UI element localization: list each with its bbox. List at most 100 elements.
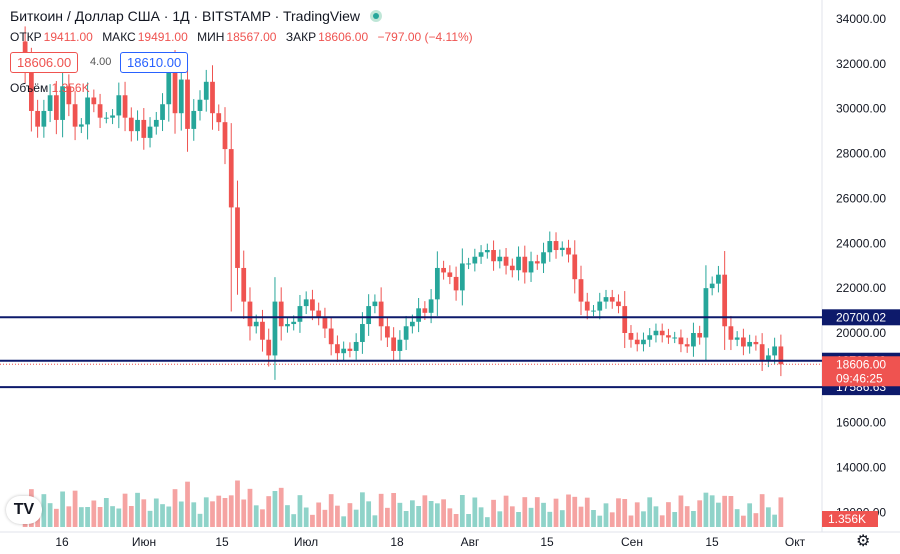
candle-body	[322, 317, 328, 329]
volume-bar	[272, 491, 278, 527]
candle-body	[622, 306, 628, 333]
candle-body	[253, 321, 259, 327]
candle-body	[747, 341, 753, 347]
volume-bar	[385, 507, 390, 527]
candle-body	[522, 256, 528, 273]
volume-bar	[341, 516, 347, 527]
candle-body	[72, 104, 78, 127]
high-label: МАКС	[102, 30, 136, 44]
volume-bar	[316, 502, 322, 527]
volume-bar	[47, 503, 53, 527]
volume-bar	[278, 487, 284, 527]
volume-bar	[335, 505, 340, 527]
volume-bar	[622, 499, 628, 527]
market-status-icon	[370, 10, 382, 22]
volume-bar	[85, 507, 90, 527]
volume-bar	[322, 509, 328, 527]
candle-body	[178, 79, 184, 114]
candle-body	[272, 301, 278, 356]
time-tick-label: Окт	[785, 535, 806, 549]
volume-bar	[534, 497, 540, 527]
candle-body	[353, 341, 359, 351]
volume-bar	[434, 503, 440, 527]
sell-button[interactable]: 18606.00	[10, 52, 79, 73]
close-label: ЗАКР	[285, 30, 317, 44]
candle-body	[185, 79, 190, 129]
tradingview-logo-icon[interactable]: TV	[6, 496, 42, 524]
volume-bar	[72, 490, 78, 527]
candle-body	[553, 241, 559, 251]
time-tick-label: Июл	[294, 535, 318, 549]
candle-body	[547, 241, 553, 253]
candle-body	[403, 326, 409, 340]
candle-body	[409, 321, 415, 327]
candle-body	[397, 339, 403, 351]
volume-bar	[197, 513, 203, 527]
candle-body	[153, 119, 159, 127]
symbol-title: Биткоин / Доллар США · 1Д · BITSTAMP · T…	[10, 8, 360, 24]
level-price-label: 20700.02	[836, 310, 886, 324]
countdown-label: 09:46:25	[836, 371, 883, 385]
candle-body	[385, 326, 390, 338]
candle-body	[478, 252, 484, 257]
volume-bar	[135, 492, 140, 527]
candle-body	[703, 288, 709, 338]
candle-body	[378, 301, 384, 327]
volume-bar	[541, 502, 546, 527]
volume-bar	[428, 501, 434, 527]
candle-body	[191, 110, 197, 129]
candle-body	[509, 265, 515, 271]
low-label: МИН	[197, 30, 225, 44]
price-tick-label: 30000.00	[836, 102, 886, 116]
candle-body	[78, 124, 84, 127]
open-label: ОТКР	[10, 30, 42, 44]
time-tick-label: Авг	[461, 535, 480, 549]
price-tick-label: 16000.00	[836, 416, 886, 430]
volume-bar	[66, 506, 72, 527]
candle-body	[528, 261, 534, 273]
volume-bar	[559, 510, 565, 527]
candle-body	[447, 272, 453, 277]
volume-bar	[216, 495, 222, 527]
candle-body	[491, 250, 496, 262]
candle-body	[160, 104, 165, 120]
volume-bar	[759, 494, 765, 527]
candle-body	[709, 283, 715, 289]
volume-bar	[447, 508, 453, 527]
open-value: 19411.00	[43, 30, 93, 44]
candle-body	[453, 276, 459, 291]
candle-body	[166, 70, 172, 105]
volume-bar	[391, 493, 397, 527]
volume-bar	[347, 503, 353, 527]
time-tick-label: 15	[215, 535, 229, 549]
volume-bar	[778, 497, 784, 527]
symbol-header[interactable]: Биткоин / Доллар США · 1Д · BITSTAMP · T…	[10, 8, 382, 24]
candle-body	[766, 355, 771, 360]
volume-bar	[228, 495, 234, 527]
volume-bar	[360, 492, 365, 527]
volume-bar	[634, 502, 640, 527]
volume-bar	[609, 512, 615, 527]
volume-bar	[716, 502, 721, 527]
volume-bar	[78, 507, 84, 527]
buy-button[interactable]: 18610.00	[120, 52, 189, 73]
candle-body	[659, 330, 665, 336]
volume-bar	[653, 506, 659, 527]
candle-body	[609, 297, 615, 302]
volume-bar	[41, 494, 47, 527]
candle-body	[591, 310, 596, 312]
candle-body	[503, 256, 509, 266]
volume-bar	[478, 507, 484, 527]
volume-bar	[466, 514, 471, 527]
volume-bar	[285, 505, 290, 527]
low-value: 18567.00	[226, 30, 277, 44]
candle-body	[697, 333, 703, 338]
candle-body	[428, 299, 434, 313]
candle-body	[741, 337, 746, 347]
gear-icon[interactable]: ⚙	[856, 533, 871, 550]
volume-bar	[310, 514, 315, 527]
candle-body	[347, 348, 353, 351]
volume-bar	[453, 514, 459, 527]
volume-bar	[584, 497, 590, 527]
